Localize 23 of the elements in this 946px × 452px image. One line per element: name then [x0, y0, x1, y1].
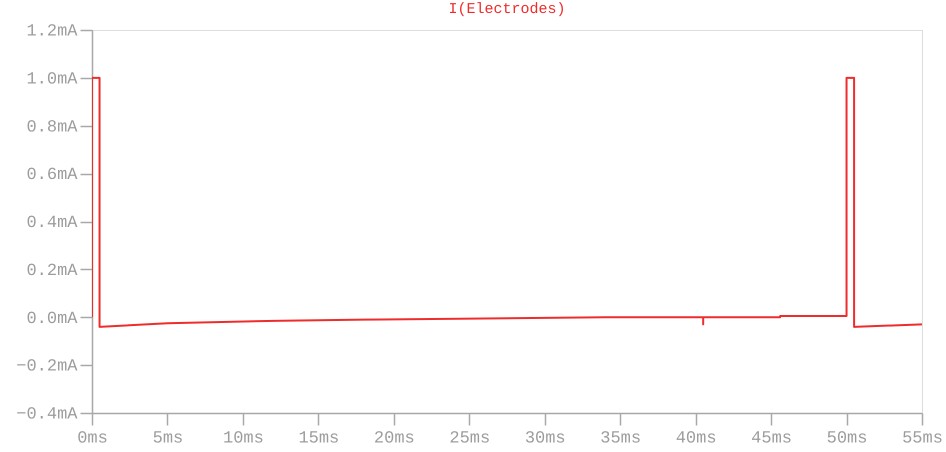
x-tick-label: 30ms — [524, 430, 566, 448]
y-tick-label: 0.4mA — [26, 214, 78, 233]
line-series — [92, 76, 922, 328]
x-tick-label: 55ms — [902, 430, 943, 448]
x-tick-label: 35ms — [600, 430, 642, 448]
y-tick-label: 0.2mA — [26, 262, 78, 281]
y-tick-label: −0.4mA — [16, 406, 78, 424]
x-tick-label: 40ms — [676, 430, 717, 448]
x-tick-label: 15ms — [298, 430, 340, 448]
x-tick-label: 0ms — [77, 430, 108, 448]
x-tick-label: 50ms — [826, 430, 868, 448]
x-tick-label: 25ms — [449, 430, 490, 448]
y-tick-label: −0.2mA — [16, 358, 78, 377]
y-tick-label: 0.6mA — [26, 166, 78, 186]
y-tick-label: 0.0mA — [26, 310, 78, 329]
x-tick-label: 5ms — [152, 430, 184, 448]
x-tick-label: 20ms — [374, 430, 415, 448]
x-tick-label: 10ms — [223, 430, 264, 448]
y-tick-label: 1.2mA — [26, 22, 78, 42]
y-tick-label: 1.0mA — [26, 70, 78, 90]
x-tick-label: 45ms — [751, 430, 792, 448]
y-tick-label: 0.8mA — [26, 118, 78, 138]
chart-title: I(Electrodes) — [448, 1, 566, 18]
